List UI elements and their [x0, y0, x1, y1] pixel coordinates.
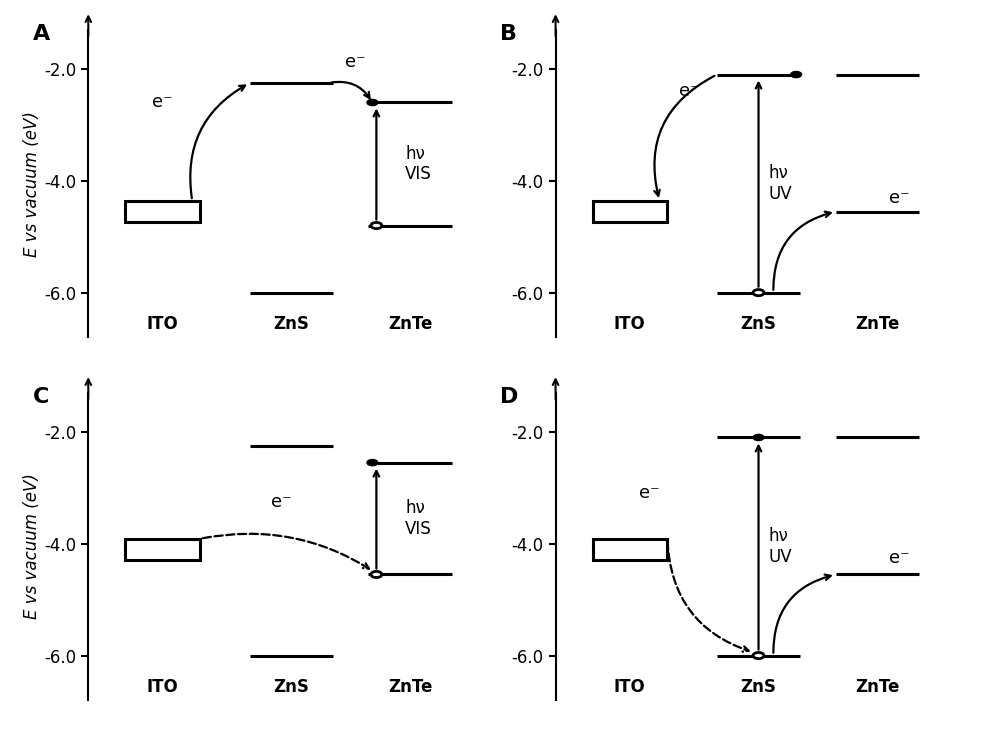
Text: e⁻: e⁻: [889, 549, 909, 567]
Text: ZnTe: ZnTe: [387, 315, 433, 333]
Text: ZnS: ZnS: [274, 315, 309, 333]
Bar: [593, 201, 667, 222]
Circle shape: [371, 571, 382, 577]
Circle shape: [367, 460, 378, 466]
Text: e⁻: e⁻: [679, 82, 699, 101]
Text: ZnTe: ZnTe: [855, 678, 900, 696]
Text: e⁻: e⁻: [271, 492, 291, 511]
Text: D: D: [500, 387, 519, 407]
Text: ZnS: ZnS: [741, 315, 776, 333]
Text: ITO: ITO: [614, 678, 645, 696]
Text: A: A: [32, 24, 50, 44]
Circle shape: [753, 290, 764, 296]
Circle shape: [371, 223, 382, 229]
Text: hν
UV: hν UV: [768, 527, 792, 566]
Text: hν
VIS: hν VIS: [405, 145, 432, 183]
Y-axis label: E vs vacuum (eV): E vs vacuum (eV): [24, 474, 41, 619]
Text: e⁻: e⁻: [640, 484, 660, 502]
Text: hν
VIS: hν VIS: [405, 499, 432, 538]
Text: ZnS: ZnS: [741, 678, 776, 696]
Text: hν
UV: hν UV: [768, 164, 792, 203]
Circle shape: [791, 72, 801, 77]
Bar: [593, 539, 667, 560]
Text: ZnS: ZnS: [274, 678, 309, 696]
Bar: [126, 539, 200, 560]
Text: ITO: ITO: [147, 315, 179, 333]
Circle shape: [753, 653, 764, 659]
Text: B: B: [500, 24, 517, 44]
Text: ITO: ITO: [147, 678, 179, 696]
Text: ZnTe: ZnTe: [387, 678, 433, 696]
Text: e⁻: e⁻: [345, 53, 366, 72]
Circle shape: [367, 99, 378, 106]
Text: e⁻: e⁻: [152, 94, 173, 112]
Text: e⁻: e⁻: [889, 188, 909, 206]
Text: ZnTe: ZnTe: [855, 315, 900, 333]
Text: ITO: ITO: [614, 315, 645, 333]
Y-axis label: E vs vacuum (eV): E vs vacuum (eV): [24, 111, 41, 256]
Bar: [126, 201, 200, 222]
Circle shape: [753, 434, 764, 440]
Text: C: C: [32, 387, 49, 407]
